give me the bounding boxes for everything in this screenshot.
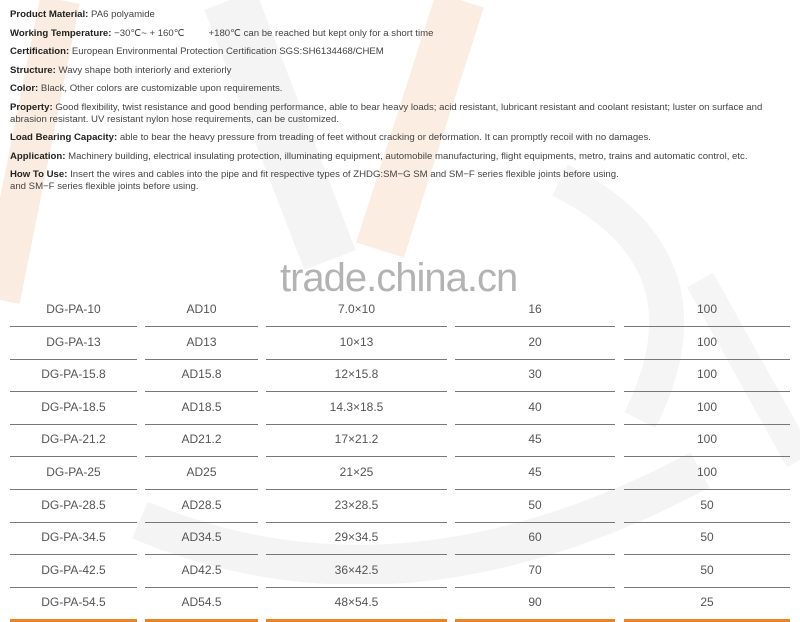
spec-item: Working Temperature: −30℃~ + 160℃ +180℃ c… xyxy=(10,28,795,40)
table-cell: DG-PA-13 xyxy=(10,328,137,360)
table-cell: 45 xyxy=(455,458,615,490)
table-cell: DG-PA-42.5 xyxy=(10,556,137,588)
spec-value: European Environmental Protection Certif… xyxy=(71,46,384,57)
table-cell: DG-PA-10 xyxy=(10,295,137,327)
spec-label: Product Material: xyxy=(10,9,89,20)
spec-item: Product Material: PA6 polyamide xyxy=(10,9,795,21)
table-row: DG-PA-25 AD25 21×25 45 100 xyxy=(0,458,800,491)
table-row: DG-PA-21.2 AD21.2 17×21.2 45 100 xyxy=(0,425,800,458)
table-cell: 7.0×10 xyxy=(266,295,447,327)
table-row: DG-PA-34.5 AD34.5 29×34.5 60 50 xyxy=(0,523,800,556)
table-cell: 16 xyxy=(455,295,615,327)
spec-value: Wavy shape both interiorly and exteriorl… xyxy=(58,64,232,76)
table-cell: AD18.5 xyxy=(145,393,258,425)
spec-item: Application: Machinery building, electri… xyxy=(10,151,795,163)
table-cell: 36×42.5 xyxy=(266,556,447,588)
spec-label: Working Temperature: xyxy=(10,27,112,39)
size-table: DG-PA-10 AD10 7.0×10 16 100 DG-PA-13 AD13 10×13… xyxy=(0,295,800,622)
table-cell: AD21.2 xyxy=(145,425,258,458)
table-cell: 29×34.5 xyxy=(266,523,447,556)
spec-item: Load Bearing Capacity: able to bear the … xyxy=(10,132,795,144)
table-row: DG-PA-28.5 AD28.5 23×28.5 50 50 xyxy=(0,491,800,524)
spec-value: Machinery building, electrical insulatin… xyxy=(68,150,748,162)
table-cell: 100 xyxy=(624,393,790,425)
spec-value: Good flexibility, twist resistance and g… xyxy=(10,101,763,125)
table-row: DG-PA-42.5 AD42.5 36×42.5 70 50 xyxy=(0,556,800,589)
spec-label: Certification: xyxy=(10,46,70,57)
background-watermark-graphic xyxy=(0,0,800,584)
table-cell: 30 xyxy=(455,360,615,393)
product-specs: Product Material: PA6 polyamide Working T… xyxy=(10,9,795,200)
table-cell: DG-PA-34.5 xyxy=(10,523,137,556)
table-cell: DG-PA-25 xyxy=(10,458,137,490)
table-cell: DG-PA-21.2 xyxy=(10,425,137,458)
table-cell: 14.3×18.5 xyxy=(266,393,447,425)
spec-note: +180℃ can be reached but kept only for a… xyxy=(208,27,434,39)
spec-value: Black, Other colors are customizable upo… xyxy=(40,83,283,94)
table-cell: 17×21.2 xyxy=(266,425,447,458)
table-cell: 10×13 xyxy=(266,328,447,360)
table-cell: 100 xyxy=(624,360,790,393)
table-row: DG-PA-18.5 AD18.5 14.3×18.5 40 100 xyxy=(0,393,800,426)
table-cell: AD25 xyxy=(145,458,258,490)
table-cell: 70 xyxy=(455,556,615,588)
spec-item: How To Use: Insert the wires and cables … xyxy=(10,169,795,193)
table-cell: 23×28.5 xyxy=(266,491,447,523)
spec-item: Property: Good flexibility, twist resist… xyxy=(10,102,795,126)
spec-item: Certification: European Environmental Pr… xyxy=(10,46,795,58)
table-cell: AD10 xyxy=(145,295,258,327)
table-row: DG-PA-54.5 AD54.5 48×54.5 90 25 xyxy=(0,588,800,622)
spec-item: Structure: Wavy shape both interiorly an… xyxy=(10,65,795,77)
table-row: DG-PA-13 AD13 10×13 20 100 xyxy=(0,328,800,361)
table-cell: 40 xyxy=(455,393,615,425)
spec-item: Color: Black, Other colors are customiza… xyxy=(10,83,795,95)
spec-label: Property: xyxy=(10,101,53,113)
table-cell: AD28.5 xyxy=(145,491,258,523)
spec-value: Insert the wires and cables into the pip… xyxy=(70,169,619,180)
spec-label: Color: xyxy=(10,83,39,94)
table-cell: 100 xyxy=(624,458,790,490)
table-cell: 12×15.8 xyxy=(266,360,447,393)
spec-value: able to bear the heavy pressure from tre… xyxy=(119,132,651,143)
table-row: DG-PA-15.8 AD15.8 12×15.8 30 100 xyxy=(0,360,800,393)
spec-label: Load Bearing Capacity: xyxy=(10,132,118,143)
table-cell: 25 xyxy=(624,588,790,622)
table-cell: AD54.5 xyxy=(145,588,258,622)
table-cell: 48×54.5 xyxy=(266,588,447,622)
table-cell: 50 xyxy=(624,491,790,523)
table-cell: DG-PA-15.8 xyxy=(10,360,137,393)
table-cell: 21×25 xyxy=(266,458,447,490)
table-cell: 90 xyxy=(455,588,615,622)
table-cell: DG-PA-54.5 xyxy=(10,588,137,622)
table-cell: 50 xyxy=(624,523,790,556)
table-cell: 50 xyxy=(455,491,615,523)
spec-label: Application: xyxy=(10,150,66,162)
table-cell: 60 xyxy=(455,523,615,556)
spec-note: and SM−F series flexible joints before u… xyxy=(10,181,199,192)
table-cell: 20 xyxy=(455,328,615,360)
spec-label: How To Use: xyxy=(10,169,68,180)
table-cell: 45 xyxy=(455,425,615,458)
spec-value: −30℃~ + 160℃ xyxy=(114,27,185,39)
table-cell: AD15.8 xyxy=(145,360,258,393)
spec-label: Structure: xyxy=(10,64,56,76)
table-cell: 100 xyxy=(624,295,790,327)
table-cell: AD13 xyxy=(145,328,258,360)
table-cell: DG-PA-28.5 xyxy=(10,491,137,523)
watermark-text: trade.china.cn xyxy=(280,256,518,300)
table-row: DG-PA-10 AD10 7.0×10 16 100 xyxy=(0,295,800,328)
table-cell: 100 xyxy=(624,328,790,360)
table-cell: DG-PA-18.5 xyxy=(10,393,137,425)
table-cell: 50 xyxy=(624,556,790,588)
table-cell: AD34.5 xyxy=(145,523,258,556)
table-cell: 100 xyxy=(624,425,790,458)
table-cell: AD42.5 xyxy=(145,556,258,588)
spec-value: PA6 polyamide xyxy=(91,9,155,20)
